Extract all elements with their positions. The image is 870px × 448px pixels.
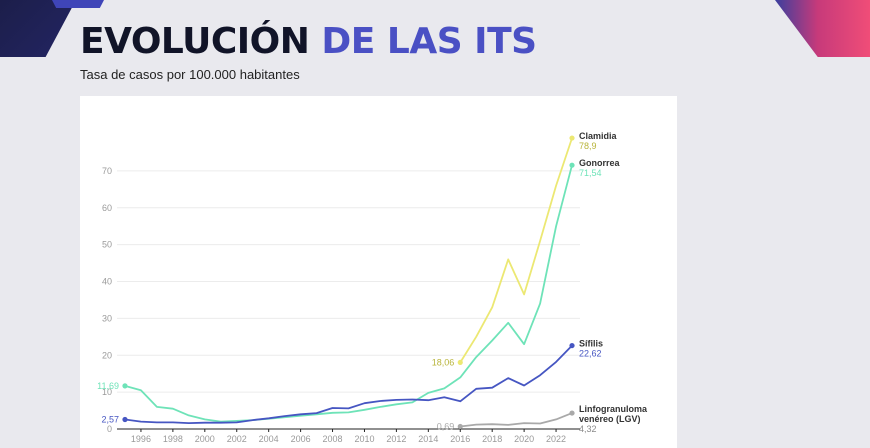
- chart-subtitle: Tasa de casos por 100.000 habitantes: [80, 67, 300, 82]
- corner-decoration-left: [0, 0, 76, 57]
- y-tick-label-60: 60: [102, 203, 112, 213]
- x-tick-label-2004: 2004: [259, 434, 279, 444]
- x-tick-label-2014: 2014: [418, 434, 438, 444]
- series-end-label-lgv: 4,32: [579, 424, 597, 434]
- x-tick-label-1996: 1996: [131, 434, 151, 444]
- y-tick-label-20: 20: [102, 350, 112, 360]
- y-tick-label-10: 10: [102, 387, 112, 397]
- series-end-point-clamidia: [569, 135, 575, 141]
- series-start-point-sifilis: [122, 416, 128, 423]
- y-tick-label-40: 40: [102, 277, 112, 287]
- series-line-lgv: [460, 412, 573, 428]
- corner-decoration-right: [775, 0, 870, 57]
- y-tick-label-70: 70: [102, 166, 112, 176]
- x-tick-label-2002: 2002: [227, 434, 247, 444]
- series-start-label-sifilis: 2,57: [101, 415, 119, 425]
- series-start-point-lgv: [457, 423, 463, 430]
- series-end-point-sifilis: [569, 342, 575, 349]
- x-tick-label-2010: 2010: [354, 434, 374, 444]
- series-start-label-lgv: 0,69: [437, 421, 455, 431]
- y-tick-label-50: 50: [102, 240, 112, 250]
- series-name-label-clamidia: Clamidia: [579, 131, 618, 141]
- series-end-label-sifilis: 22,62: [579, 349, 602, 359]
- series-line-gonorrea: [124, 164, 573, 423]
- title-part-dark: EVOLUCIÓN: [80, 21, 322, 62]
- chart-card: 0 10 20 30 40 50 60 70 1996 1998 2000 2002 2004 2006 2…: [80, 96, 677, 448]
- series-name-label-lgv-line1: Linfogranuloma: [579, 404, 648, 414]
- y-tick-label-30: 30: [102, 313, 112, 323]
- series-name-label-lgv-line2: venéreo (LGV): [579, 414, 641, 424]
- series-line-clamidia: [459, 137, 573, 363]
- series-start-point-clamidia: [457, 359, 463, 366]
- x-tick-label-2012: 2012: [386, 434, 406, 444]
- series-start-point-gonorrea: [122, 383, 128, 389]
- series-end-label-gonorrea: 71,54: [579, 168, 602, 178]
- series-name-label-gonorrea: Gonorrea: [579, 158, 621, 168]
- line-chart: 0 10 20 30 40 50 60 70 1996 1998 2000 2002 2004 2006 2…: [97, 131, 648, 444]
- series-end-point-gonorrea: [569, 162, 575, 168]
- series-line-sifilis: [124, 344, 573, 425]
- y-tick-label-0: 0: [107, 424, 112, 434]
- series-start-label-clamidia: 18,06: [432, 357, 455, 367]
- corner-decoration-left-accent: [52, 0, 104, 8]
- x-tick-label-2000: 2000: [195, 434, 215, 444]
- x-tick-label-2020: 2020: [514, 434, 534, 444]
- series-end-label-clamidia: 78,9: [579, 141, 597, 151]
- x-tick-label-2022: 2022: [546, 434, 566, 444]
- page-title: EVOLUCIÓN DE LAS ITS: [80, 18, 537, 66]
- x-tick-label-2016: 2016: [450, 434, 470, 444]
- series-end-point-lgv: [569, 410, 575, 416]
- title-part-accent: DE LAS ITS: [321, 21, 537, 62]
- series-name-label-sifilis: Sífilis: [579, 339, 603, 349]
- x-tick-label-2008: 2008: [323, 434, 343, 444]
- series-start-label-gonorrea: 11,69: [97, 381, 119, 391]
- x-tick-label-1998: 1998: [163, 434, 183, 444]
- x-tick-label-2006: 2006: [291, 434, 311, 444]
- x-tick-label-2018: 2018: [482, 434, 502, 444]
